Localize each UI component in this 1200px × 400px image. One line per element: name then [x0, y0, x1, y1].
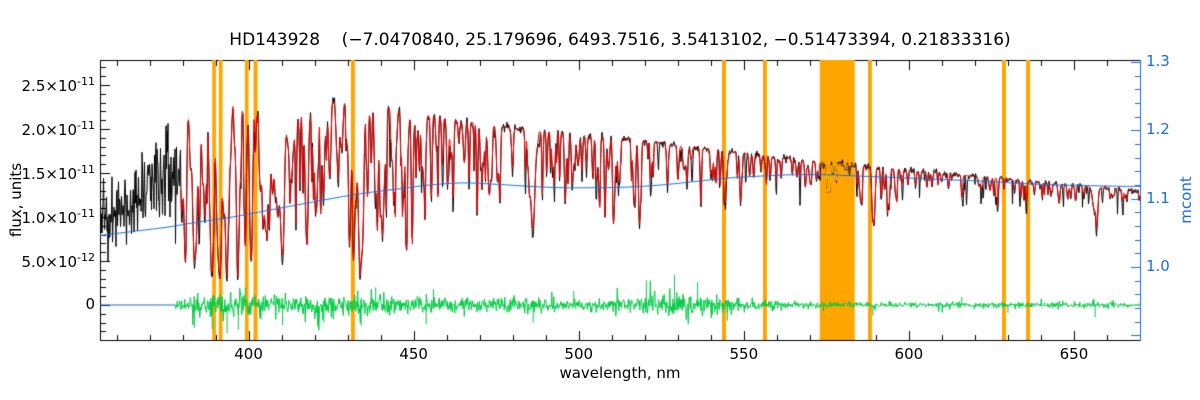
y-axis-left-tick-label: 5.0×10-12	[21, 250, 95, 271]
y-axis-left-tick-label: 1.0×10-11	[21, 206, 95, 227]
chart-title: HD143928 (−7.0470840, 25.179696, 6493.75…	[229, 30, 1011, 50]
x-axis-tick-label: 600	[894, 345, 924, 363]
y-axis-left-tick-label: 0	[85, 294, 95, 313]
y-axis-left-tick-label: 2.0×10-11	[21, 118, 95, 139]
x-axis-title: wavelength, nm	[559, 364, 681, 382]
y-axis-right-title: mcont	[1177, 176, 1195, 224]
y-axis-right-tick-label: 1.2	[1146, 120, 1170, 139]
y-axis-right-tick-label: 1.0	[1146, 256, 1170, 275]
x-axis-tick-label: 450	[399, 345, 428, 363]
x-axis-tick-label: 650	[1059, 345, 1089, 363]
y-axis-left-tick-label: 1.5×10-11	[21, 162, 95, 183]
y-axis-right-tick-label: 1.3	[1146, 51, 1170, 70]
x-axis-tick-label: 500	[564, 345, 594, 363]
y-axis-left-tick-label: 2.5×10-11	[21, 74, 95, 95]
x-axis-tick-label: 550	[729, 345, 759, 363]
x-axis-tick-label: 400	[234, 345, 263, 363]
y-axis-right-tick-label: 1.1	[1146, 188, 1170, 207]
